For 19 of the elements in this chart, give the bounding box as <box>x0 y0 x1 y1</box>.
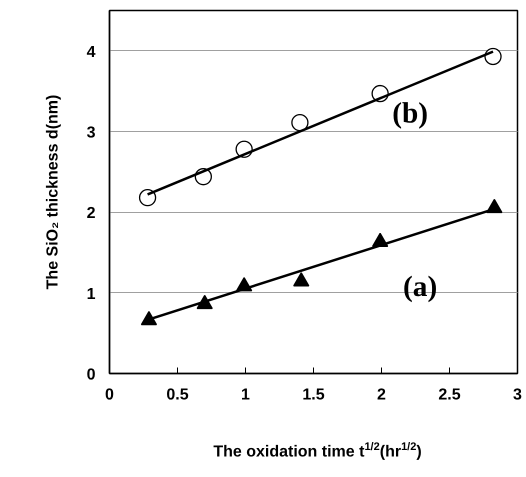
x-axis-title: The oxidation time t$^{1/2}$(hr$^{1/2}$) <box>213 440 422 462</box>
y-tick-label: 2 <box>86 205 96 222</box>
x-tick-label: 0.5 <box>166 386 189 404</box>
series-label: (b) <box>392 98 428 130</box>
y-tick-label: 4 <box>86 44 96 61</box>
x-tick-label: 1 <box>241 386 250 404</box>
x-tick-label: 2 <box>377 386 386 404</box>
point <box>293 272 310 287</box>
x-tick-label: 0 <box>105 386 114 404</box>
y-tick-label: 3 <box>86 124 96 142</box>
point <box>138 189 156 206</box>
y-axis-title: The SiO₂ thickness d(nm) <box>44 94 62 290</box>
y-tick-label: 1 <box>86 286 96 303</box>
series-label: (a) <box>403 271 438 304</box>
y-tick-label: 0 <box>86 366 96 384</box>
x-tick-label: 2.5 <box>438 386 461 404</box>
point <box>291 114 309 132</box>
x-tick-label: 3 <box>513 386 522 404</box>
x-tick-label: 1.5 <box>302 386 325 404</box>
